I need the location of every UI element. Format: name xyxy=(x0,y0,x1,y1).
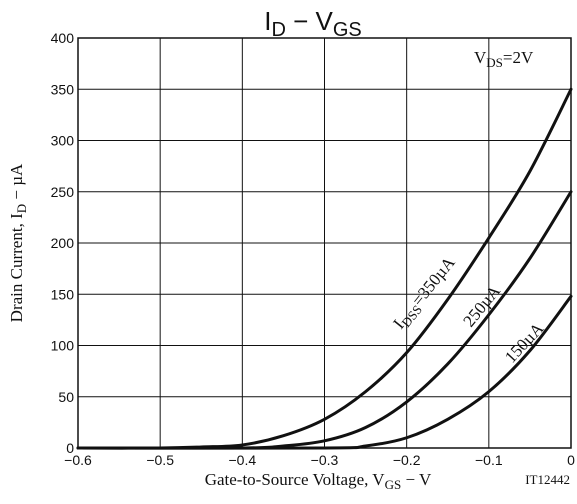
condition-label: VDS=2V xyxy=(474,48,534,70)
x-axis-label: Gate-to-Source Voltage, VGS − V xyxy=(205,470,432,492)
plot-frame xyxy=(77,37,572,449)
x-axis-label-pre: Gate-to-Source Voltage, V xyxy=(205,470,386,489)
y-axis-label-pre: Drain Current, I xyxy=(7,213,26,322)
x-tick-label: −0.4 xyxy=(229,452,257,468)
series-label-350-post: =350µA xyxy=(408,253,459,310)
x-tick-label: −0.5 xyxy=(146,452,174,468)
chart-title: ID − VGS xyxy=(264,6,362,41)
x-tick-label: 0 xyxy=(567,452,575,468)
y-tick-label: 250 xyxy=(51,184,75,200)
x-tick-label: −0.3 xyxy=(311,452,339,468)
title-main: I xyxy=(264,6,271,36)
y-tick-label: 350 xyxy=(51,81,75,97)
title-sub1: D xyxy=(271,19,285,41)
x-tick-label: −0.6 xyxy=(64,452,92,468)
y-tick-label: 200 xyxy=(51,235,75,251)
y-tick-label: 150 xyxy=(51,286,75,302)
tick-labels: −0.6 −0.5 −0.4 −0.3 −0.2 −0.1 0 0 50 100 150 200 250… xyxy=(51,30,575,468)
y-tick-label: 400 xyxy=(51,30,75,46)
condition-sub: DS xyxy=(486,55,503,70)
x-tick-label: −0.2 xyxy=(393,452,421,468)
x-axis-label-post: − V xyxy=(401,470,432,489)
x-tick-label: −0.1 xyxy=(475,452,503,468)
condition-pre: V xyxy=(474,48,487,67)
x-axis-label-sub: GS xyxy=(385,477,402,492)
condition-post: =2V xyxy=(503,48,534,67)
series-label-150-text: 150µA xyxy=(501,318,548,366)
figure-code: IT12442 xyxy=(525,472,570,487)
y-tick-label: 50 xyxy=(58,389,74,405)
title-dash: − V xyxy=(286,6,334,36)
y-axis-label-post: − µA xyxy=(7,163,26,204)
y-tick-label: 300 xyxy=(51,133,75,149)
y-axis-label: Drain Current, ID − µA xyxy=(7,163,29,322)
title-sub2: GS xyxy=(333,19,362,41)
y-tick-label: 100 xyxy=(51,338,75,354)
y-axis-label-sub: D xyxy=(14,204,29,213)
y-tick-label: 0 xyxy=(66,440,74,456)
series-label-150: 150µA xyxy=(501,318,548,366)
